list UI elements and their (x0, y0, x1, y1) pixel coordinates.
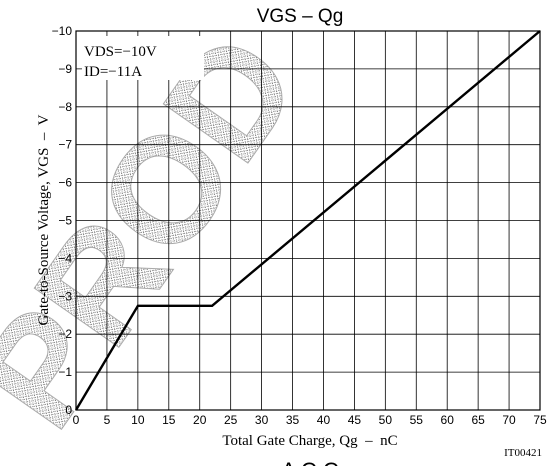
x-tick-label: 20 (193, 413, 207, 427)
x-axis-label: Total Gate Charge, Qg – nC (222, 433, 397, 449)
x-tick-label: 10 (131, 413, 145, 427)
x-tick-label: 40 (317, 413, 331, 427)
x-tick-labels: 0 5 10 15 20 25 30 35 40 45 50 55 60 65 70 75 (73, 413, 547, 427)
figure-code: IT00421 (504, 447, 542, 459)
x-tick-label: 65 (471, 413, 485, 427)
condition-vds: VDS=−10V (84, 44, 157, 60)
y-tick-label: −2 (58, 327, 72, 341)
y-tick-label: 0 (65, 403, 72, 417)
footer-fragment: A C C (281, 458, 339, 466)
conditions-box (82, 36, 204, 80)
y-tick-label: −4 (58, 251, 72, 265)
x-tick-label: 0 (73, 413, 80, 427)
x-tick-label: 55 (410, 413, 424, 427)
y-tick-label: −5 (58, 214, 72, 228)
chart-title: VGS – Qg (257, 6, 344, 27)
x-tick-label: 50 (379, 413, 393, 427)
y-tick-label: −10 (52, 24, 73, 38)
y-axis-label: Gate-to-Source Voltage, VGS – V (36, 114, 52, 325)
plot-frame (75, 30, 541, 411)
series-line-0 (74, 30, 541, 411)
x-tick-label: 75 (533, 413, 547, 427)
x-tick-label: 30 (255, 413, 269, 427)
x-tick-label: 5 (104, 413, 111, 427)
y-tick-labels: 0 −1 −2 −3 −4 −5 −6 −7 −8 −9 −10 (52, 24, 73, 417)
y-tick-label: −7 (58, 138, 72, 152)
x-tick-label: 15 (162, 413, 176, 427)
y-tick-label: −9 (58, 62, 72, 76)
y-tick-label: −6 (58, 176, 72, 190)
x-tick-label: 25 (224, 413, 238, 427)
x-tick-label: 70 (502, 413, 516, 427)
condition-id: ID=−11A (84, 64, 142, 80)
x-tick-label: 35 (286, 413, 300, 427)
x-tick-label: 60 (441, 413, 455, 427)
y-tick-label: −1 (58, 365, 72, 379)
y-tick-label: −3 (58, 289, 72, 303)
series-layer (74, 30, 541, 411)
x-tick-label: 45 (348, 413, 362, 427)
y-tick-label: −8 (58, 100, 72, 114)
